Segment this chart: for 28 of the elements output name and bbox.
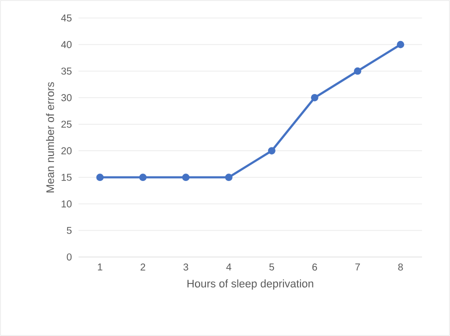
point — [268, 147, 276, 154]
y-tick-label: 20 — [61, 147, 72, 154]
x-tick-label: 5 — [269, 264, 274, 270]
y-tick-label: 15 — [62, 174, 72, 181]
point — [310, 94, 318, 102]
y-tick-label: 30 — [61, 94, 72, 102]
y-tick-label: 35 — [61, 68, 72, 75]
y-tick-label: 45 — [61, 14, 72, 22]
y-tick-label: 5 — [66, 226, 72, 234]
x-tick-label: 6 — [312, 264, 317, 271]
y-axis-title: Mean number of errors — [46, 82, 54, 192]
point — [354, 67, 362, 75]
x-tick-label: 7 — [355, 264, 360, 270]
x-tick-label: 2 — [140, 264, 146, 270]
x-tick-label: 1 — [98, 264, 102, 270]
point — [139, 174, 147, 182]
point — [182, 174, 190, 182]
point — [96, 174, 104, 182]
y-tick-label: 25 — [61, 120, 72, 128]
y-tick-label: 0 — [66, 253, 72, 261]
point — [396, 40, 404, 48]
point — [225, 174, 232, 182]
y-tick-label: 10 — [62, 200, 72, 208]
x-tick-label: 4 — [226, 264, 232, 270]
x-axis-title: Hours of sleep deprivation — [188, 279, 314, 290]
y-tick-label: 40 — [61, 41, 72, 48]
x-tick-label: 8 — [398, 264, 403, 271]
x-tick-label: 3 — [183, 264, 188, 271]
